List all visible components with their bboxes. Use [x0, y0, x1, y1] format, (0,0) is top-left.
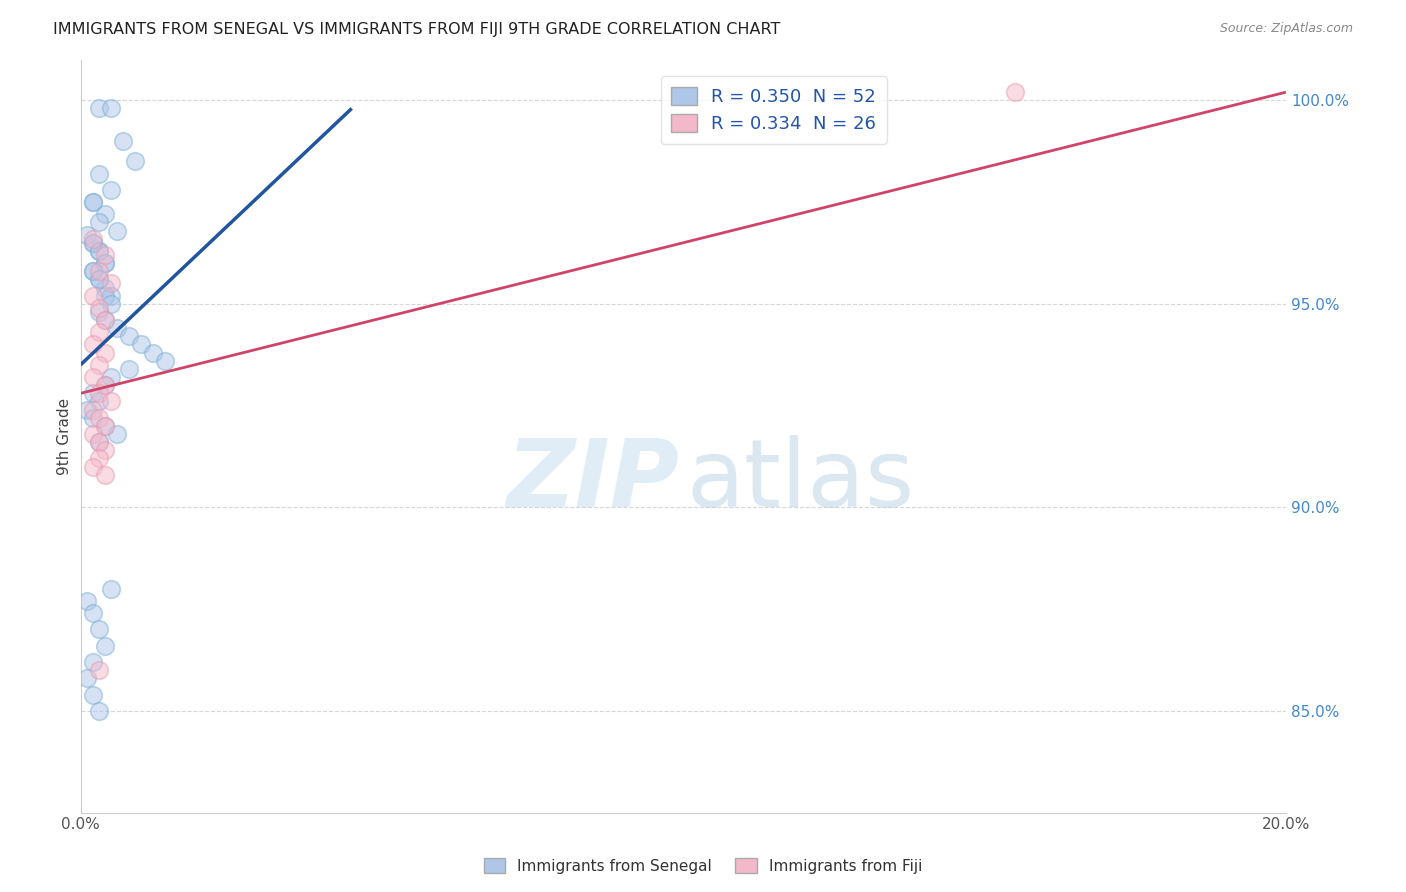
Point: [93, 207, 115, 221]
Point: [76, 671, 98, 685]
Point: [82, 235, 104, 250]
Point: [93, 313, 115, 327]
Point: [93, 418, 115, 433]
Point: [87, 301, 110, 315]
Point: [93, 467, 115, 482]
Point: [82, 688, 104, 702]
Point: [82, 337, 104, 351]
Point: [93, 443, 115, 458]
Point: [87, 394, 110, 409]
Point: [87, 451, 110, 466]
Point: [100, 288, 122, 302]
Point: [87, 326, 110, 340]
Point: [76, 594, 98, 608]
Point: [93, 280, 115, 294]
Point: [87, 244, 110, 258]
Point: [93, 378, 115, 392]
Point: [82, 459, 104, 474]
Point: [82, 655, 104, 669]
Point: [93, 256, 115, 270]
Point: [93, 248, 115, 262]
Point: [105, 321, 128, 335]
Point: [100, 297, 122, 311]
Point: [129, 337, 152, 351]
Text: atlas: atlas: [688, 435, 915, 527]
Point: [82, 402, 104, 417]
Point: [100, 183, 122, 197]
Point: [87, 704, 110, 718]
Point: [118, 329, 141, 343]
Point: [100, 102, 122, 116]
Point: [87, 272, 110, 286]
Point: [82, 606, 104, 620]
Point: [87, 167, 110, 181]
Point: [87, 435, 110, 450]
Point: [87, 410, 110, 425]
Point: [87, 623, 110, 637]
Point: [100, 394, 122, 409]
Point: [87, 435, 110, 450]
Point: [111, 134, 134, 148]
Point: [87, 264, 110, 278]
Point: [82, 232, 104, 246]
Point: [76, 402, 98, 417]
Point: [93, 639, 115, 653]
Point: [93, 345, 115, 359]
Legend: R = 0.350  N = 52, R = 0.334  N = 26: R = 0.350 N = 52, R = 0.334 N = 26: [661, 76, 887, 144]
Point: [82, 288, 104, 302]
Point: [82, 410, 104, 425]
Text: IMMIGRANTS FROM SENEGAL VS IMMIGRANTS FROM FIJI 9TH GRADE CORRELATION CHART: IMMIGRANTS FROM SENEGAL VS IMMIGRANTS FR…: [53, 22, 780, 37]
Point: [82, 386, 104, 401]
Point: [82, 370, 104, 384]
Point: [100, 582, 122, 596]
Point: [100, 370, 122, 384]
Point: [105, 223, 128, 237]
Point: [93, 288, 115, 302]
Point: [1004, 85, 1026, 99]
Point: [153, 353, 176, 368]
Point: [82, 235, 104, 250]
Point: [87, 386, 110, 401]
Legend: Immigrants from Senegal, Immigrants from Fiji: Immigrants from Senegal, Immigrants from…: [478, 852, 928, 880]
Point: [87, 358, 110, 372]
Point: [87, 102, 110, 116]
Point: [93, 378, 115, 392]
Point: [118, 362, 141, 376]
Point: [124, 154, 146, 169]
Point: [82, 264, 104, 278]
Point: [87, 272, 110, 286]
Point: [76, 227, 98, 242]
Point: [82, 195, 104, 210]
Point: [93, 256, 115, 270]
Point: [87, 305, 110, 319]
Point: [87, 244, 110, 258]
Point: [87, 215, 110, 229]
Point: [87, 663, 110, 677]
Point: [93, 313, 115, 327]
Point: [82, 427, 104, 442]
Point: [82, 264, 104, 278]
Point: [82, 195, 104, 210]
Point: [142, 345, 165, 359]
Point: [93, 418, 115, 433]
Point: [105, 427, 128, 442]
Text: ZIP: ZIP: [506, 435, 679, 527]
Text: Source: ZipAtlas.com: Source: ZipAtlas.com: [1219, 22, 1353, 36]
Point: [100, 277, 122, 291]
Y-axis label: 9th Grade: 9th Grade: [58, 398, 72, 475]
